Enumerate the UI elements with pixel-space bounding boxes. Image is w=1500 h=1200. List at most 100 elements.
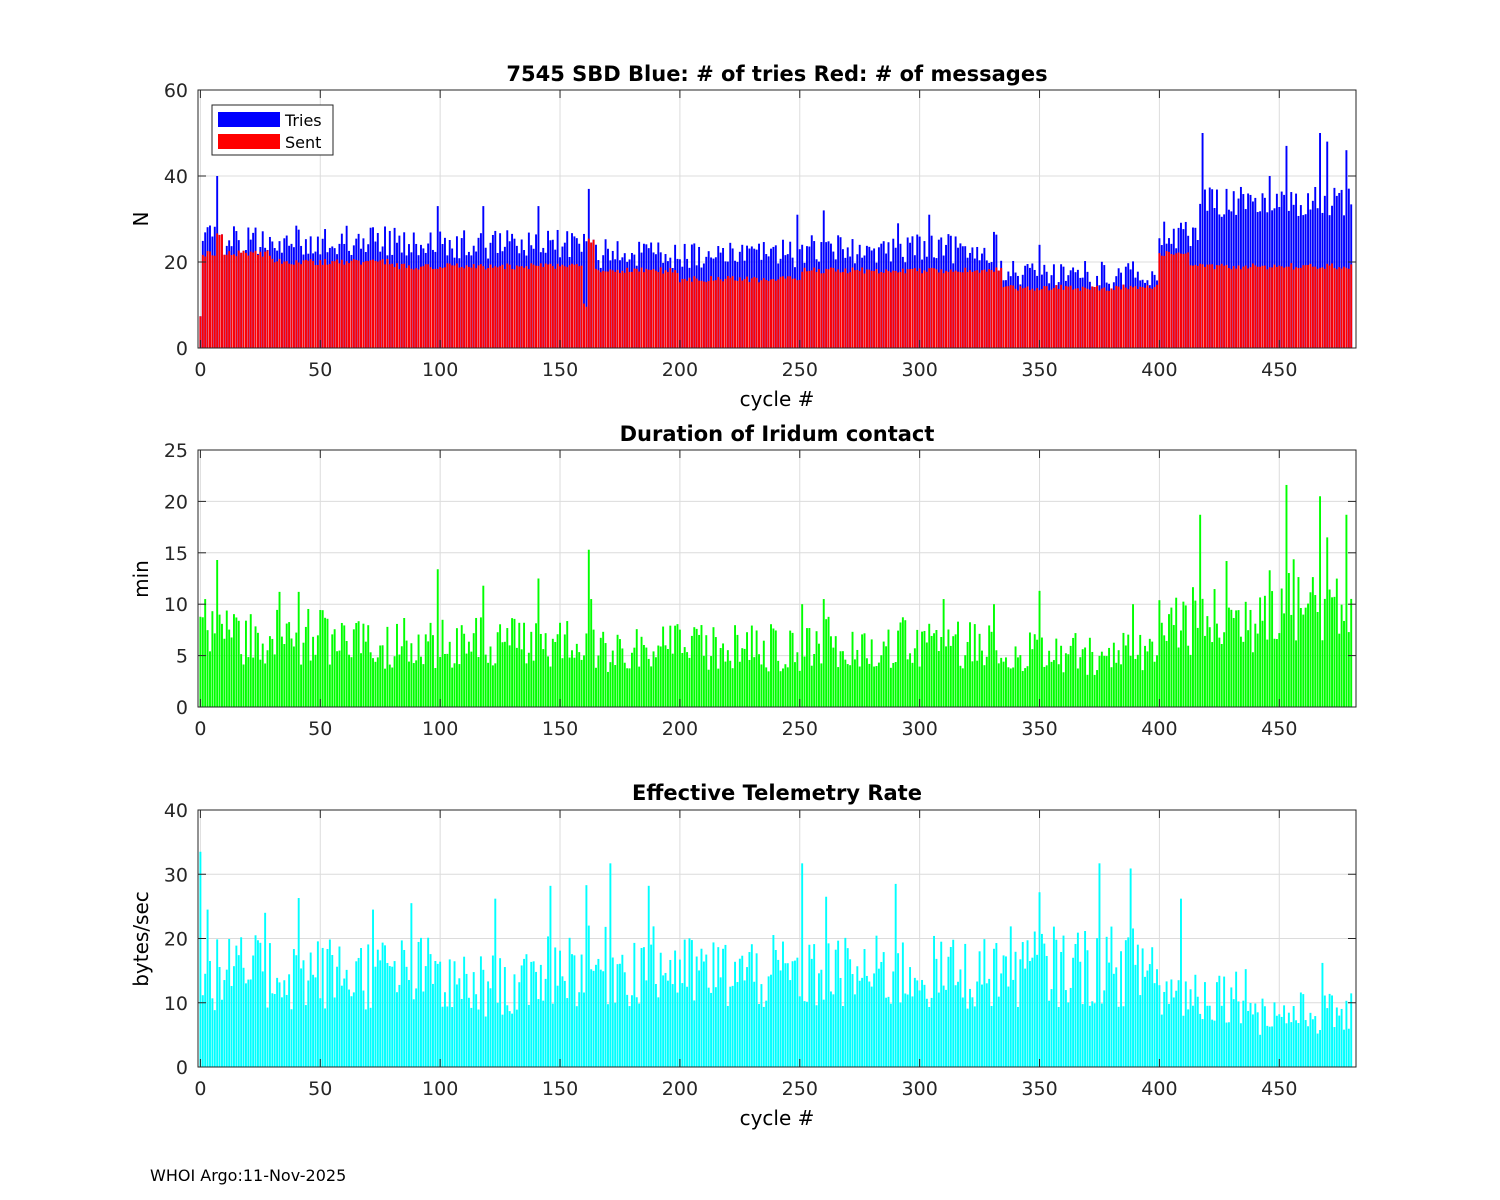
bar-duration [508, 645, 511, 707]
bar-rate [897, 953, 900, 1067]
bar-duration [503, 641, 506, 707]
bar-duration [336, 651, 339, 707]
bar-sent [719, 279, 722, 348]
y-tick-label: 30 [164, 864, 188, 886]
bar-sent [1108, 290, 1111, 348]
bar-rate [1057, 1007, 1060, 1067]
bar-rate [609, 863, 612, 1067]
bar-duration [367, 625, 370, 707]
bar-rate [880, 961, 883, 1067]
chart-title: Duration of Iridum contact [620, 422, 935, 446]
bar-duration [662, 626, 665, 707]
bar-sent [609, 269, 612, 348]
bar-duration [1165, 640, 1168, 707]
bar-duration [827, 616, 830, 707]
bar-duration [1141, 670, 1144, 707]
bar-rate [513, 974, 516, 1067]
bar-rate [405, 966, 408, 1067]
bar-sent [525, 266, 528, 348]
bar-sent [465, 265, 468, 348]
bar-duration [933, 633, 935, 707]
bar-sent [678, 282, 681, 348]
bar-sent [1196, 265, 1199, 348]
bar-rate [525, 954, 528, 1067]
bar-duration [518, 622, 521, 707]
bar-duration [247, 657, 250, 707]
bar-rate [252, 955, 255, 1067]
bar-duration [1299, 608, 1302, 707]
bar-rate [619, 963, 621, 1067]
bar-rate [583, 992, 585, 1067]
bar-duration [364, 641, 367, 707]
bar-rate [491, 955, 494, 1067]
bar-sent [511, 268, 514, 348]
bar-rate [1247, 1010, 1250, 1067]
bar-rate [909, 967, 912, 1067]
bar-sent [355, 259, 358, 348]
bar-sent [206, 251, 209, 348]
bar-duration [441, 619, 444, 707]
bar-duration [1244, 601, 1247, 707]
bar-sent [961, 272, 964, 348]
bar-duration [746, 632, 748, 707]
bar-sent [247, 255, 250, 348]
chart-title: Effective Telemetry Rate [632, 781, 922, 805]
y-tick-label: 40 [164, 800, 188, 822]
bar-rate [331, 955, 334, 1067]
bar-rate [523, 958, 526, 1067]
bar-sent [1316, 268, 1319, 348]
bar-sent [319, 260, 322, 348]
bar-rate [1232, 999, 1235, 1067]
bar-sent [978, 272, 981, 348]
bar-rate [829, 991, 832, 1067]
bar-sent [1204, 266, 1206, 348]
bar-sent [669, 268, 672, 348]
x-axis-label: cycle # [740, 1106, 815, 1130]
bar-duration [1016, 657, 1019, 707]
bar-duration [913, 648, 916, 707]
bar-duration [1043, 666, 1046, 707]
bar-rate [856, 966, 859, 1067]
bar-duration [911, 662, 914, 707]
bar-rate [1316, 1033, 1319, 1067]
bar-duration [1072, 637, 1075, 707]
bar-sent [652, 269, 655, 348]
bar-sent [940, 269, 943, 348]
bar-rate [820, 969, 823, 1067]
bar-duration [1067, 654, 1070, 707]
bar-sent [731, 276, 734, 348]
bar-duration [1259, 597, 1262, 707]
bar-duration [1024, 668, 1027, 707]
bar-rate [640, 947, 643, 1067]
x-tick-label: 200 [662, 359, 698, 381]
bar-sent [806, 271, 808, 348]
bar-sent [213, 255, 216, 348]
bar-sent [515, 265, 518, 348]
bar-sent [638, 271, 641, 348]
bar-duration [657, 645, 660, 707]
bar-sent [825, 268, 828, 348]
bar-sent [352, 259, 355, 348]
bar-sent [1343, 266, 1345, 348]
bar-sent [280, 263, 283, 348]
bar-rate [957, 981, 959, 1067]
bar-duration [861, 634, 864, 707]
bar-rate [633, 942, 636, 1067]
bar-rate [743, 980, 746, 1067]
bar-duration [1350, 598, 1353, 707]
bar-sent [367, 261, 370, 348]
bar-rate [607, 1004, 609, 1067]
bar-rate [1213, 1020, 1216, 1067]
bar-sent [412, 269, 415, 348]
bar-rate [228, 938, 231, 1067]
bar-rate [1314, 1016, 1317, 1067]
bar-duration [791, 632, 794, 707]
bar-rate [671, 984, 674, 1067]
bar-rate [511, 1013, 514, 1067]
bar-rate [221, 999, 223, 1067]
bar-sent [288, 263, 291, 348]
bar-sent [734, 280, 736, 348]
bar-rate [427, 937, 430, 1067]
bar-sent [851, 267, 854, 348]
bar-sent [688, 277, 691, 348]
